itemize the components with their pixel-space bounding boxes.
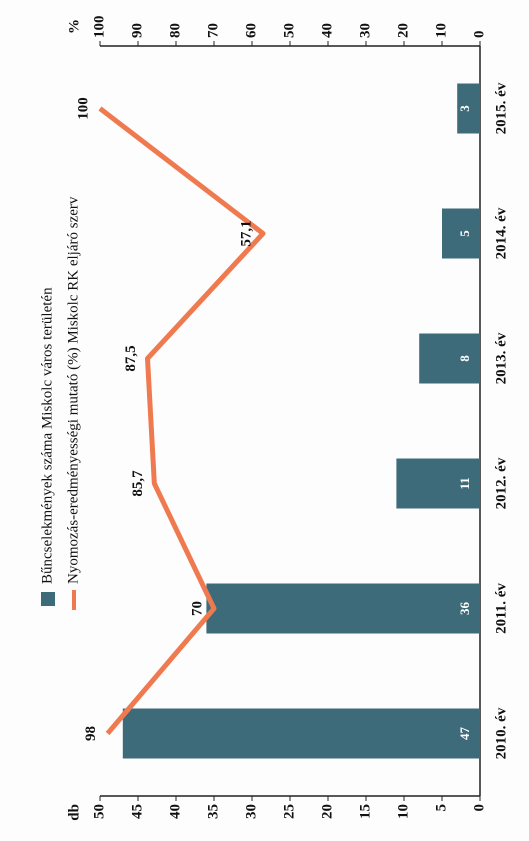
line xyxy=(98,106,266,736)
bar-value-label: 36 xyxy=(457,602,472,616)
y2-tick-label: 20 xyxy=(395,23,411,38)
bar-value-label: 11 xyxy=(457,477,472,489)
line-value-label: 57,1 xyxy=(238,220,254,246)
x-tick-label: 2013. év xyxy=(493,332,509,384)
bar xyxy=(457,83,481,134)
legend-swatch xyxy=(41,592,55,606)
y2-tick-label: 100 xyxy=(91,16,107,39)
y-tick-label: 35 xyxy=(205,804,221,819)
x-tick-label: 2015. év xyxy=(493,82,509,134)
y-tick-label: 25 xyxy=(281,804,297,819)
bar-value-label: 3 xyxy=(457,105,472,112)
y2-tick-label: 80 xyxy=(167,23,183,38)
line-value-label: 100 xyxy=(75,97,91,120)
y-axis-title: db xyxy=(66,804,82,821)
line-value-label: 70 xyxy=(189,601,205,616)
y-tick-label: 15 xyxy=(357,804,373,819)
line-value-label: 98 xyxy=(83,726,99,741)
bar-value-label: 5 xyxy=(457,230,472,237)
bar xyxy=(442,208,480,259)
legend-label: Bűncselekmények száma Miskolc város terü… xyxy=(39,287,55,584)
bar-value-label: 47 xyxy=(457,727,472,741)
bar xyxy=(122,708,481,759)
x-tick-label: 2012. év xyxy=(493,457,509,509)
line-value-label: 85,7 xyxy=(130,470,146,497)
x-tick-label: 2011. év xyxy=(493,583,509,634)
legend-label: Nyomozás-eredményességi mutató (%) Misko… xyxy=(65,196,81,584)
x-tick-label: 2014. év xyxy=(493,207,509,259)
y2-tick-label: 60 xyxy=(243,23,259,38)
bar xyxy=(419,333,481,384)
y2-axis-title: % xyxy=(66,19,82,34)
y-tick-label: 45 xyxy=(129,804,145,819)
bar xyxy=(396,458,480,509)
y-tick-label: 20 xyxy=(319,804,335,819)
bar-value-label: 8 xyxy=(457,355,472,362)
x-tick-label: 2010. év xyxy=(493,707,509,759)
y-tick-label: 30 xyxy=(243,804,259,819)
y2-tick-label: 0 xyxy=(471,31,487,39)
y2-tick-label: 10 xyxy=(433,23,449,38)
y-tick-label: 50 xyxy=(91,804,107,819)
legend: Bűncselekmények száma Miskolc város terü… xyxy=(39,196,81,610)
line-value-label: 87,5 xyxy=(123,345,139,371)
y2-tick-label: 70 xyxy=(205,23,221,38)
y-tick-label: 5 xyxy=(433,804,449,812)
rotated-chart: 0510152025303540455001020304050607080901… xyxy=(39,16,509,821)
y2-tick-label: 30 xyxy=(357,23,373,38)
bar xyxy=(206,583,480,634)
y2-tick-label: 50 xyxy=(281,23,297,38)
y-tick-label: 0 xyxy=(471,804,487,812)
y2-tick-label: 40 xyxy=(319,23,335,38)
y2-tick-label: 90 xyxy=(129,23,145,38)
y-tick-label: 10 xyxy=(395,804,411,819)
y-tick-label: 40 xyxy=(167,804,183,819)
